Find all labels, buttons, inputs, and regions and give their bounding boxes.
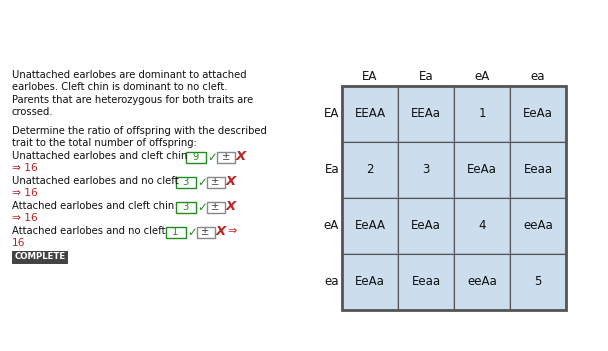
- Bar: [176, 202, 196, 213]
- Bar: [510, 142, 566, 198]
- Bar: [454, 142, 510, 198]
- Bar: [342, 86, 398, 142]
- Text: ✓: ✓: [198, 201, 207, 214]
- Text: ⇒ 16: ⇒ 16: [12, 188, 38, 198]
- Text: 9: 9: [193, 152, 199, 162]
- Text: X: X: [226, 176, 236, 188]
- Text: Eeaa: Eeaa: [523, 164, 553, 177]
- Text: Ea: Ea: [325, 164, 339, 177]
- Text: Attached earlobes and no cleft: Attached earlobes and no cleft: [12, 226, 165, 236]
- Bar: [398, 142, 454, 198]
- Bar: [510, 198, 566, 254]
- Text: EeAa: EeAa: [355, 276, 385, 289]
- Text: ±: ±: [201, 227, 210, 237]
- Bar: [398, 254, 454, 310]
- Bar: [510, 254, 566, 310]
- Text: EEAA: EEAA: [354, 107, 385, 120]
- Text: 1: 1: [172, 227, 179, 237]
- Text: 4: 4: [478, 219, 486, 232]
- Bar: [510, 86, 566, 142]
- Text: ⇒: ⇒: [227, 226, 237, 237]
- Text: Ea: Ea: [419, 71, 434, 84]
- Text: ±: ±: [212, 202, 219, 212]
- Text: eeAa: eeAa: [523, 219, 553, 232]
- Text: EEAa: EEAa: [411, 107, 441, 120]
- Text: ea: ea: [531, 71, 545, 84]
- Text: EA: EA: [362, 71, 378, 84]
- Bar: [12, 251, 68, 264]
- Bar: [216, 152, 235, 163]
- Text: Unattached earlobes are dominant to attached: Unattached earlobes are dominant to atta…: [12, 70, 247, 80]
- Text: 1: 1: [478, 107, 486, 120]
- Bar: [342, 198, 398, 254]
- Text: EeAa: EeAa: [467, 164, 497, 177]
- Text: Attached earlobes and cleft chin: Attached earlobes and cleft chin: [12, 201, 174, 211]
- Text: EeAa: EeAa: [523, 107, 553, 120]
- Text: ✓: ✓: [208, 151, 218, 164]
- Text: ±: ±: [212, 177, 219, 187]
- Bar: [207, 202, 224, 213]
- Bar: [454, 86, 510, 142]
- Text: ±: ±: [221, 152, 230, 162]
- Bar: [176, 177, 196, 188]
- Bar: [207, 177, 224, 188]
- Text: 5: 5: [534, 276, 542, 289]
- Text: Unattached earlobes and no cleft: Unattached earlobes and no cleft: [12, 176, 179, 186]
- Bar: [398, 86, 454, 142]
- Text: 2: 2: [366, 164, 374, 177]
- Text: trait to the total number of offspring:: trait to the total number of offspring:: [12, 138, 197, 148]
- Text: Parents that are heterozygous for both traits are: Parents that are heterozygous for both t…: [12, 95, 254, 105]
- Text: EeAA: EeAA: [354, 219, 385, 232]
- Text: ea: ea: [325, 276, 339, 289]
- Bar: [342, 254, 398, 310]
- Text: ✓: ✓: [187, 226, 198, 239]
- Text: 3: 3: [182, 177, 188, 187]
- Text: Eeaa: Eeaa: [412, 276, 441, 289]
- Bar: [454, 198, 510, 254]
- Text: crossed.: crossed.: [12, 107, 54, 118]
- Text: earlobes. Cleft chin is dominant to no cleft.: earlobes. Cleft chin is dominant to no c…: [12, 82, 227, 92]
- Bar: [342, 86, 566, 310]
- Bar: [398, 198, 454, 254]
- Text: EA: EA: [323, 107, 339, 120]
- Text: ⇒ 16: ⇒ 16: [12, 164, 38, 173]
- Bar: [196, 227, 215, 238]
- Text: Practicing Dihybrid Crosses: Practicing Dihybrid Crosses: [11, 21, 336, 41]
- Text: ✓: ✓: [198, 176, 207, 189]
- Bar: [165, 227, 185, 238]
- Bar: [342, 142, 398, 198]
- Text: X: X: [226, 200, 236, 213]
- Text: COMPLETE: COMPLETE: [15, 252, 66, 261]
- Text: EeAa: EeAa: [411, 219, 441, 232]
- Text: ⇒ 16: ⇒ 16: [12, 213, 38, 224]
- Text: eeAa: eeAa: [467, 276, 497, 289]
- Text: X: X: [236, 151, 246, 164]
- Text: 3: 3: [182, 202, 188, 212]
- Bar: [185, 152, 206, 163]
- Text: Determine the ratio of offspring with the described: Determine the ratio of offspring with th…: [12, 126, 267, 136]
- Text: Unattached earlobes and cleft chin: Unattached earlobes and cleft chin: [12, 151, 187, 161]
- Bar: [454, 254, 510, 310]
- Text: 16: 16: [12, 238, 26, 249]
- Text: X: X: [215, 225, 226, 238]
- Text: eA: eA: [323, 219, 339, 232]
- Text: 3: 3: [423, 164, 430, 177]
- Text: eA: eA: [474, 71, 489, 84]
